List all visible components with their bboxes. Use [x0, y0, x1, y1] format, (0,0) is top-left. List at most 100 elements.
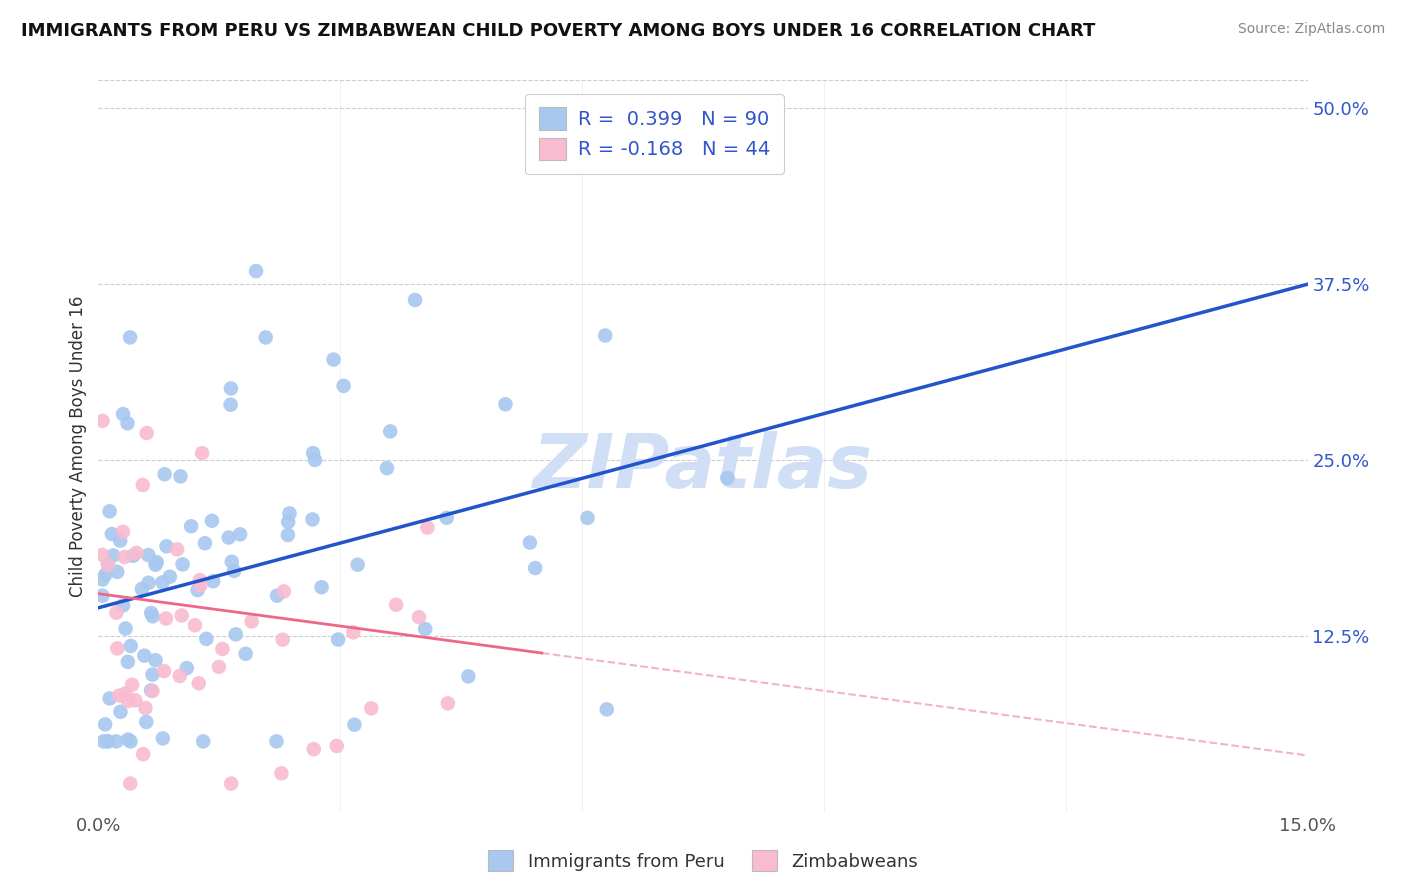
- Point: [135, 714, 157, 729]
- Point: [190, 578, 212, 592]
- Point: [94, 717, 117, 731]
- Point: [169, 469, 191, 483]
- Point: [180, 519, 202, 533]
- Point: [375, 461, 398, 475]
- Point: [98, 691, 121, 706]
- Point: [139, 683, 162, 698]
- Point: [278, 507, 301, 521]
- Point: [176, 661, 198, 675]
- Point: [277, 528, 299, 542]
- Point: [219, 381, 242, 395]
- Point: [110, 533, 132, 548]
- Point: [325, 739, 347, 753]
- Point: [122, 549, 145, 563]
- Point: [112, 599, 135, 613]
- Point: [187, 676, 209, 690]
- Point: [202, 574, 225, 589]
- Point: [457, 669, 479, 683]
- Point: [343, 717, 366, 731]
- Point: [380, 425, 402, 439]
- Point: [311, 580, 333, 594]
- Point: [342, 625, 364, 640]
- Point: [152, 575, 174, 590]
- Point: [404, 293, 426, 307]
- Point: [385, 598, 408, 612]
- Text: ZIPatlas: ZIPatlas: [533, 432, 873, 505]
- Text: Source: ZipAtlas.com: Source: ZipAtlas.com: [1237, 22, 1385, 37]
- Point: [159, 570, 181, 584]
- Point: [125, 546, 148, 560]
- Point: [132, 478, 155, 492]
- Point: [184, 618, 207, 632]
- Point: [101, 527, 124, 541]
- Point: [188, 573, 211, 587]
- Point: [97, 558, 120, 572]
- Point: [105, 565, 128, 579]
- Point: [218, 531, 240, 545]
- Point: [436, 510, 458, 524]
- Point: [134, 648, 156, 663]
- Point: [139, 606, 162, 620]
- Legend: R =  0.399   N = 90, R = -0.168   N = 44: R = 0.399 N = 90, R = -0.168 N = 44: [526, 94, 783, 174]
- Point: [142, 609, 165, 624]
- Point: [114, 686, 136, 700]
- Point: [302, 446, 325, 460]
- Point: [120, 639, 142, 653]
- Point: [120, 776, 142, 790]
- Point: [408, 610, 430, 624]
- Point: [93, 734, 115, 748]
- Point: [105, 641, 128, 656]
- Point: [114, 622, 136, 636]
- Point: [120, 330, 142, 344]
- Point: [172, 558, 194, 572]
- Point: [593, 328, 616, 343]
- Point: [138, 548, 160, 562]
- Point: [141, 667, 163, 681]
- Point: [105, 734, 128, 748]
- Point: [138, 575, 160, 590]
- Point: [134, 701, 156, 715]
- Point: [716, 471, 738, 485]
- Point: [103, 549, 125, 563]
- Point: [224, 564, 246, 578]
- Point: [254, 330, 277, 344]
- Point: [91, 548, 114, 562]
- Point: [195, 632, 218, 646]
- Point: [187, 583, 209, 598]
- Point: [145, 558, 167, 572]
- Point: [108, 689, 131, 703]
- Point: [304, 453, 326, 467]
- Point: [91, 589, 114, 603]
- Point: [193, 734, 215, 748]
- Point: [437, 697, 460, 711]
- Point: [229, 527, 252, 541]
- Point: [117, 732, 139, 747]
- Point: [524, 561, 547, 575]
- Point: [110, 705, 132, 719]
- Point: [135, 425, 157, 440]
- Point: [270, 766, 292, 780]
- Point: [416, 520, 439, 534]
- Point: [155, 611, 177, 625]
- Point: [271, 632, 294, 647]
- Point: [94, 567, 117, 582]
- Point: [194, 536, 217, 550]
- Point: [131, 582, 153, 596]
- Point: [153, 664, 176, 678]
- Point: [277, 515, 299, 529]
- Point: [191, 446, 214, 460]
- Point: [91, 573, 114, 587]
- Point: [91, 414, 114, 428]
- Y-axis label: Child Poverty Among Boys Under 16: Child Poverty Among Boys Under 16: [69, 295, 87, 597]
- Point: [219, 398, 242, 412]
- Point: [245, 264, 267, 278]
- Point: [225, 627, 247, 641]
- Legend: Immigrants from Peru, Zimbabweans: Immigrants from Peru, Zimbabweans: [481, 843, 925, 879]
- Point: [266, 734, 288, 748]
- Point: [112, 407, 135, 421]
- Point: [170, 608, 193, 623]
- Text: IMMIGRANTS FROM PERU VS ZIMBABWEAN CHILD POVERTY AMONG BOYS UNDER 16 CORRELATION: IMMIGRANTS FROM PERU VS ZIMBABWEAN CHILD…: [21, 22, 1095, 40]
- Point: [519, 535, 541, 549]
- Point: [120, 734, 142, 748]
- Point: [97, 734, 120, 748]
